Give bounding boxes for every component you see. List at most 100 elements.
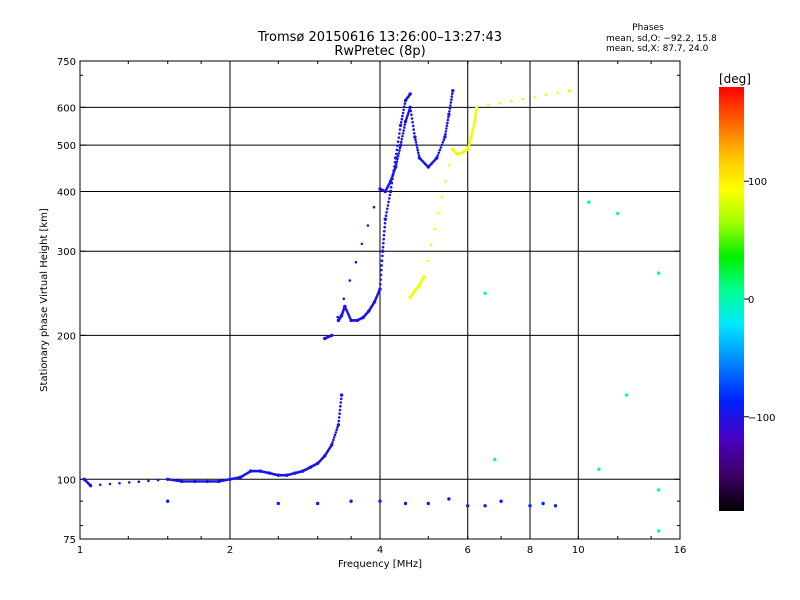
y-tick-label: 600 xyxy=(57,103,76,114)
data-point-fill-s1 xyxy=(401,114,404,118)
data-point-fill-s1 xyxy=(388,193,392,197)
data-point-s1 xyxy=(388,189,393,194)
data-point-fill-s2 xyxy=(448,107,452,110)
data-point-fill-s3 xyxy=(444,180,447,183)
data-point-fill-s0 xyxy=(127,481,131,484)
data-point-fill-s2 xyxy=(450,98,453,101)
data-point-fill-s3 xyxy=(440,195,444,199)
data-point-s2 xyxy=(408,105,412,110)
data-point-s0 xyxy=(88,483,93,488)
data-point-fill-s3 xyxy=(486,103,490,107)
data-point-fill-s2 xyxy=(401,132,405,135)
data-point-fill-s1 xyxy=(379,278,383,281)
data-point-fill-s1 xyxy=(398,132,401,135)
data-point-fill-s0 xyxy=(335,428,339,432)
data-point-s2 xyxy=(435,156,439,160)
data-point-s3 xyxy=(474,105,479,110)
data-point-s1 xyxy=(378,287,382,291)
data-point-fill-s2 xyxy=(415,146,419,149)
data-point-s5 xyxy=(624,393,629,397)
data-point-fill-s2 xyxy=(414,138,417,141)
x-tick-label: 1 xyxy=(77,545,83,556)
data-point-fill-s2 xyxy=(438,148,442,152)
data-point-fill-s0 xyxy=(338,412,341,416)
data-point-fill-s2 xyxy=(402,129,406,132)
x-axis-label: Frequency [MHz] xyxy=(338,559,422,570)
data-point-fill-s0 xyxy=(331,441,334,444)
data-point-s4 xyxy=(378,499,382,503)
data-point-fill-s1 xyxy=(383,221,387,225)
data-point-s5 xyxy=(616,211,620,216)
data-point-s4 xyxy=(349,499,353,503)
y-tick-label: 400 xyxy=(57,187,76,198)
data-point-fill-s2 xyxy=(372,205,376,209)
data-point-fill-s2 xyxy=(436,154,440,157)
data-point-fill-s2 xyxy=(336,315,340,319)
data-point-fill-s1 xyxy=(395,152,398,156)
data-point-fill-s1 xyxy=(399,121,403,124)
data-point-s5 xyxy=(587,200,591,204)
y-tick-label: 500 xyxy=(57,141,76,152)
y-tick-label: 750 xyxy=(57,57,76,68)
data-point-fill-s1 xyxy=(397,136,401,139)
data-point-fill-s3 xyxy=(533,95,536,99)
data-point-s5 xyxy=(597,467,601,471)
x-tick-label: 10 xyxy=(572,545,585,556)
data-point-fill-s1 xyxy=(400,117,404,121)
colorbar-tick-label: 100 xyxy=(748,177,767,188)
data-point-fill-s2 xyxy=(451,92,454,95)
data-point-fill-s2 xyxy=(411,120,414,124)
data-point-fill-s2 xyxy=(397,152,401,155)
data-point-fill-s0 xyxy=(156,478,160,482)
data-point-fill-s0 xyxy=(118,481,121,485)
data-point-fill-s2 xyxy=(411,124,415,128)
data-point-fill-s2 xyxy=(445,124,449,127)
data-point-fill-s1 xyxy=(379,283,382,286)
data-point-fill-s3 xyxy=(498,101,502,105)
data-point-s4 xyxy=(553,504,558,508)
data-point-fill-s1 xyxy=(379,273,383,277)
data-point-fill-s1 xyxy=(382,241,385,245)
data-point-fill-s3 xyxy=(556,91,560,95)
data-point-s4 xyxy=(483,504,487,508)
data-point-fill-s2 xyxy=(413,132,416,135)
x-tick-label: 6 xyxy=(465,545,471,556)
data-point-fill-s2 xyxy=(445,127,448,130)
data-point-fill-s3 xyxy=(437,211,440,215)
data-point-fill-s2 xyxy=(444,130,448,133)
phases-x-stats: mean, sd,X: 87.7, 24.0 xyxy=(606,44,709,54)
data-point-fill-s2 xyxy=(437,151,441,155)
data-point-s1 xyxy=(383,217,387,221)
data-point-s0 xyxy=(336,423,341,427)
data-point-fill-s2 xyxy=(447,115,450,119)
data-point-fill-s0 xyxy=(339,401,343,404)
data-point-fill-s0 xyxy=(333,433,337,437)
data-point-fill-s3 xyxy=(447,164,451,167)
data-point-fill-s2 xyxy=(348,279,352,282)
data-point-fill-s1 xyxy=(398,128,402,131)
data-point-s2 xyxy=(443,135,447,139)
data-point-fill-s2 xyxy=(366,224,370,227)
chart-subtitle: RwPretec (8p) xyxy=(334,44,425,59)
y-tick-label: 300 xyxy=(57,247,76,258)
data-point-s1 xyxy=(398,123,403,128)
data-point-fill-s1 xyxy=(395,148,399,152)
chart-title: Tromsø 20150616 13:26:00–13:27:43 xyxy=(257,30,502,45)
data-point-s4 xyxy=(499,499,503,503)
data-point-fill-s1 xyxy=(396,144,399,148)
data-point-s0 xyxy=(330,443,334,447)
data-point-fill-s0 xyxy=(332,438,335,442)
colorbar xyxy=(719,87,744,511)
y-axis-label: Stationary phase Virtual Height [km] xyxy=(39,208,50,392)
data-point-s4 xyxy=(447,497,451,501)
data-point-fill-s2 xyxy=(417,151,420,155)
data-point-fill-s0 xyxy=(108,482,112,486)
data-point-fill-s0 xyxy=(137,480,141,484)
data-point-s2 xyxy=(413,135,417,139)
data-point-fill-s1 xyxy=(386,207,389,211)
data-point-s2 xyxy=(447,112,451,117)
data-point-s2 xyxy=(451,89,455,93)
data-point-fill-s2 xyxy=(395,160,399,163)
data-point-s5 xyxy=(657,488,661,492)
data-point-fill-s1 xyxy=(381,245,385,249)
